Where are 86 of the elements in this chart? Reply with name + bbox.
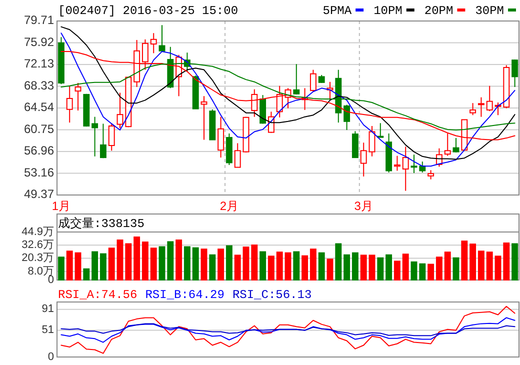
bar bbox=[386, 254, 392, 280]
bar bbox=[184, 246, 190, 280]
bar bbox=[461, 240, 468, 280]
bar bbox=[158, 246, 166, 280]
x-tick-label: 1月 bbox=[52, 199, 71, 213]
legend-label: 5PMA bbox=[322, 4, 352, 18]
y-tick-label: 60.75 bbox=[24, 122, 54, 136]
bar bbox=[344, 254, 350, 280]
y-tick-label: 64.54 bbox=[24, 100, 54, 114]
bar bbox=[58, 256, 64, 280]
bar bbox=[310, 248, 316, 280]
y-tick-label: 0 bbox=[48, 350, 54, 363]
bar bbox=[167, 241, 174, 280]
bar bbox=[402, 254, 409, 280]
bar bbox=[360, 254, 367, 280]
legend-label: 10PM bbox=[374, 4, 402, 18]
bar bbox=[503, 242, 510, 280]
bar bbox=[335, 243, 342, 280]
bar bbox=[326, 258, 334, 280]
bar bbox=[234, 254, 241, 280]
bar bbox=[92, 251, 98, 280]
bar bbox=[260, 251, 266, 280]
bar bbox=[74, 252, 82, 280]
bar bbox=[100, 253, 106, 280]
bar bbox=[125, 243, 132, 280]
bar bbox=[200, 248, 208, 280]
bar bbox=[142, 242, 148, 280]
bar bbox=[209, 254, 216, 280]
y-tick-label: 44.9万 bbox=[22, 226, 54, 238]
bar bbox=[218, 248, 224, 280]
y-tick-label: 53.16 bbox=[24, 165, 54, 180]
bar bbox=[470, 244, 476, 280]
bar bbox=[428, 264, 434, 280]
bar bbox=[444, 252, 451, 280]
y-tick-label: 68.33 bbox=[24, 78, 54, 92]
y-tick-label: 79.71 bbox=[24, 13, 54, 28]
legend-label: 30PM bbox=[475, 4, 504, 18]
y-tick-label: 72.13 bbox=[24, 56, 54, 71]
series-label: RSI_B:64.29 bbox=[145, 288, 224, 302]
y-tick-label: 20.3万 bbox=[22, 252, 54, 264]
y-tick-label: 56.96 bbox=[24, 144, 54, 158]
bar bbox=[116, 240, 124, 280]
x-tick-label: 2月 bbox=[220, 199, 239, 213]
line-series bbox=[60, 306, 516, 354]
bar bbox=[66, 250, 73, 280]
text: RSI_C:56.13 bbox=[232, 288, 312, 302]
bar bbox=[394, 260, 400, 280]
bar bbox=[368, 254, 376, 280]
chart-title: [002407] 2016-03-25 15:00 bbox=[58, 4, 238, 18]
bar bbox=[352, 252, 358, 280]
bar bbox=[242, 246, 250, 280]
bar bbox=[268, 256, 274, 280]
bar bbox=[410, 261, 418, 280]
y-tick-label: 49.37 bbox=[24, 187, 54, 202]
y-tick-label: 32.6万 bbox=[22, 239, 54, 252]
series-label: RSI_A:74.56 bbox=[58, 288, 138, 302]
y-tick-label: 75.92 bbox=[24, 34, 54, 49]
x-tick-label: 3月 bbox=[354, 199, 373, 213]
bar bbox=[419, 263, 426, 280]
bar bbox=[134, 236, 140, 280]
bar bbox=[478, 250, 484, 280]
y-tick-label: 8.0万 bbox=[28, 265, 54, 278]
bar bbox=[276, 252, 283, 280]
bar bbox=[293, 251, 300, 280]
line-series bbox=[60, 323, 516, 336]
bar bbox=[318, 252, 325, 280]
bar bbox=[108, 248, 115, 280]
bar bbox=[302, 255, 308, 280]
line-series bbox=[60, 317, 516, 343]
bar bbox=[486, 252, 493, 280]
y-tick-label: 51 bbox=[42, 324, 54, 336]
bar bbox=[251, 244, 258, 280]
bar bbox=[452, 257, 460, 280]
bar bbox=[192, 247, 199, 280]
bar bbox=[150, 248, 157, 280]
legend-label: 20PM bbox=[424, 4, 454, 18]
bar bbox=[226, 245, 232, 280]
bar bbox=[494, 256, 502, 280]
bar bbox=[512, 243, 518, 280]
bar bbox=[176, 240, 182, 280]
bar bbox=[83, 268, 90, 280]
y-tick-label: 91 bbox=[42, 303, 54, 316]
bar bbox=[284, 252, 292, 280]
chart-title: 成交量:338135 bbox=[58, 216, 144, 231]
bar bbox=[436, 256, 442, 280]
bar bbox=[377, 257, 384, 280]
